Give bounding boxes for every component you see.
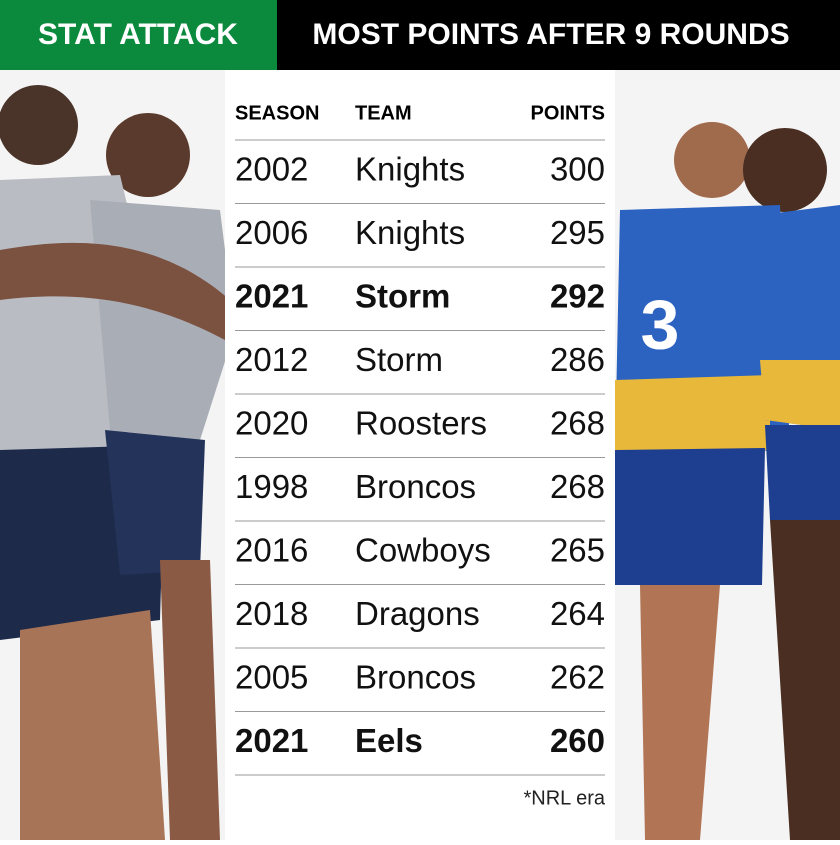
cell: 260: [550, 722, 605, 759]
cell: 286: [550, 341, 605, 378]
cell: 295: [550, 214, 605, 251]
column-header: TEAM: [355, 102, 412, 124]
column-header: POINTS: [531, 102, 605, 124]
title-box: [277, 0, 840, 70]
cell: 2002: [235, 150, 308, 187]
cell: 2006: [235, 214, 308, 251]
cell: Roosters: [355, 404, 487, 441]
cell: Broncos: [355, 468, 476, 505]
left-photo: [0, 85, 235, 840]
cell: Storm: [355, 277, 450, 314]
cell: 2018: [235, 595, 308, 632]
cell: Knights: [355, 214, 465, 251]
cell: 300: [550, 150, 605, 187]
cell: 292: [550, 277, 605, 314]
jersey-number: 3: [641, 285, 680, 363]
cell: Cowboys: [355, 531, 491, 568]
right-photo: 3: [615, 122, 840, 840]
cell: Eels: [355, 722, 423, 759]
tag-box: [0, 0, 277, 70]
cell: 268: [550, 468, 605, 505]
footnote: *NRL era: [523, 787, 605, 809]
cell: 265: [550, 531, 605, 568]
cell: 268: [550, 404, 605, 441]
cell: Dragons: [355, 595, 480, 632]
cell: 2005: [235, 658, 308, 695]
table: SEASON TEAM POINTS 2002 Knights 300 2006 Knight…: [235, 102, 605, 776]
title: MOST POINTS AFTER 9 ROUNDS: [312, 18, 789, 51]
cell: 2021: [235, 277, 308, 314]
cell: 264: [550, 595, 605, 632]
cell: Broncos: [355, 658, 476, 695]
cell: 2016: [235, 531, 308, 568]
cell: 262: [550, 658, 605, 695]
cell: Storm: [355, 341, 443, 378]
tag: STAT ATTACK: [38, 18, 238, 51]
cell: 2012: [235, 341, 308, 378]
cell: Knights: [355, 150, 465, 187]
cell: 2020: [235, 404, 308, 441]
column-header: SEASON: [235, 102, 319, 124]
cell: 1998: [235, 468, 308, 505]
cell: 2021: [235, 722, 308, 759]
